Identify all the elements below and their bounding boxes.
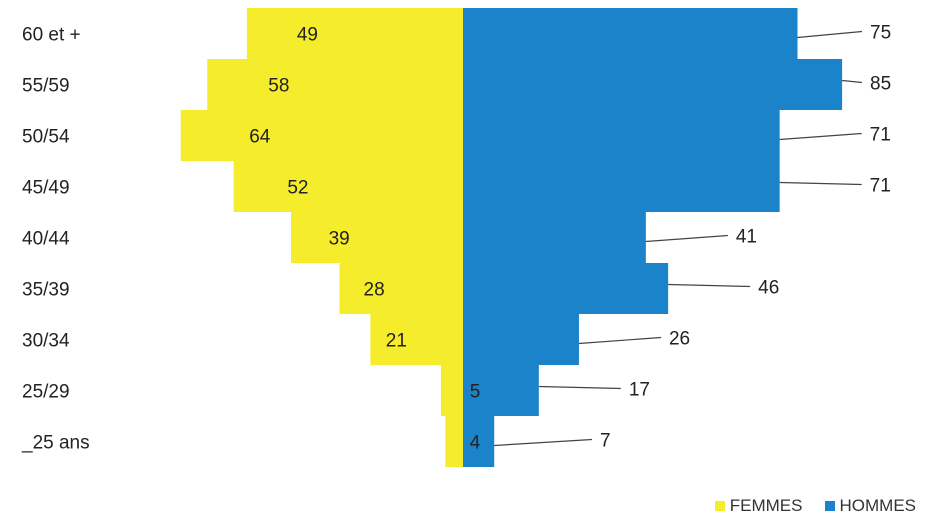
leader-line-hommes <box>578 336 662 345</box>
value-label-hommes: 46 <box>758 278 779 299</box>
bar-hommes-25-29 <box>463 365 539 416</box>
hommes-swatch <box>824 501 835 511</box>
value-label-femmes: 21 <box>386 331 407 352</box>
bar-hommes-30-34 <box>463 314 579 365</box>
category-label: 45/49 <box>22 178 70 199</box>
bar-femmes-25-ans <box>445 416 463 467</box>
category-label: 30/34 <box>22 331 70 352</box>
leader-line-hommes <box>668 283 751 288</box>
value-label-femmes: 28 <box>364 280 385 301</box>
category-label: 55/59 <box>22 76 70 97</box>
category-label: 40/44 <box>22 229 70 250</box>
value-label-hommes: 71 <box>870 125 891 146</box>
value-label-hommes: 75 <box>870 23 891 44</box>
bar-femmes-60-et <box>246 8 463 59</box>
bar-hommes-50-54 <box>463 110 780 161</box>
leader-line-hommes <box>797 30 863 39</box>
value-label-hommes: 71 <box>870 176 891 197</box>
value-label-femmes: 5 <box>470 382 481 403</box>
value-label-femmes: 64 <box>249 127 271 148</box>
bar-femmes-55-59 <box>207 59 463 110</box>
value-label-femmes: 49 <box>297 25 318 46</box>
leader-line-hommes <box>842 79 863 84</box>
bar-femmes-40-44 <box>291 212 463 263</box>
bar-femmes-45-49 <box>233 161 463 212</box>
leader-line-hommes <box>645 234 728 243</box>
legend: FEMMES HOMMES <box>714 496 917 516</box>
legend-label-hommes: HOMMES <box>839 496 917 515</box>
value-label-hommes: 85 <box>870 74 891 95</box>
legend-item-femmes: FEMMES <box>714 496 803 516</box>
bar-hommes-60-et <box>463 8 798 59</box>
bar-hommes-35-39 <box>463 263 669 314</box>
leader-line-hommes <box>779 132 862 141</box>
category-label: 35/39 <box>22 280 70 301</box>
bar-hommes-45-49 <box>463 161 780 212</box>
value-label-femmes: 58 <box>268 76 289 97</box>
value-label-hommes: 41 <box>736 227 757 248</box>
bar-femmes-30-34 <box>370 314 463 365</box>
bar-femmes-50-54 <box>180 110 463 161</box>
category-labels: 60 et + 55/59 50/54 45/49 40/44 35/39 30/34 25/… <box>21 25 90 454</box>
bar-hommes-55-59 <box>463 59 843 110</box>
category-label: 60 et + <box>22 25 81 46</box>
bar-hommes-40-44 <box>463 212 646 263</box>
hommes-bars <box>463 8 843 467</box>
value-label-hommes: 26 <box>669 329 690 350</box>
value-labels: 49 75 58 85 64 71 52 71 39 41 28 46 21 26 5 17 4 7 <box>249 23 891 454</box>
bar-femmes-35-39 <box>339 263 463 314</box>
value-label-hommes: 7 <box>600 431 611 452</box>
value-label-femmes: 52 <box>287 178 308 199</box>
femmes-bars <box>180 8 463 467</box>
legend-item-hommes: HOMMES <box>824 496 917 516</box>
leader-line-hommes <box>494 438 593 447</box>
value-label-hommes: 17 <box>629 380 650 401</box>
category-label: 50/54 <box>22 127 70 148</box>
category-label: _25 ans <box>21 433 90 454</box>
value-leader-lines <box>494 30 863 447</box>
legend-label-femmes: FEMMES <box>729 496 803 515</box>
value-label-femmes: 4 <box>470 433 481 454</box>
bar-hommes-25-ans <box>463 416 495 467</box>
bar-femmes-25-29 <box>440 365 463 416</box>
leader-line-hommes <box>779 181 862 186</box>
value-label-femmes: 39 <box>329 229 350 250</box>
leader-line-hommes <box>538 385 621 390</box>
femmes-swatch <box>714 501 725 511</box>
category-label: 25/29 <box>22 382 70 403</box>
